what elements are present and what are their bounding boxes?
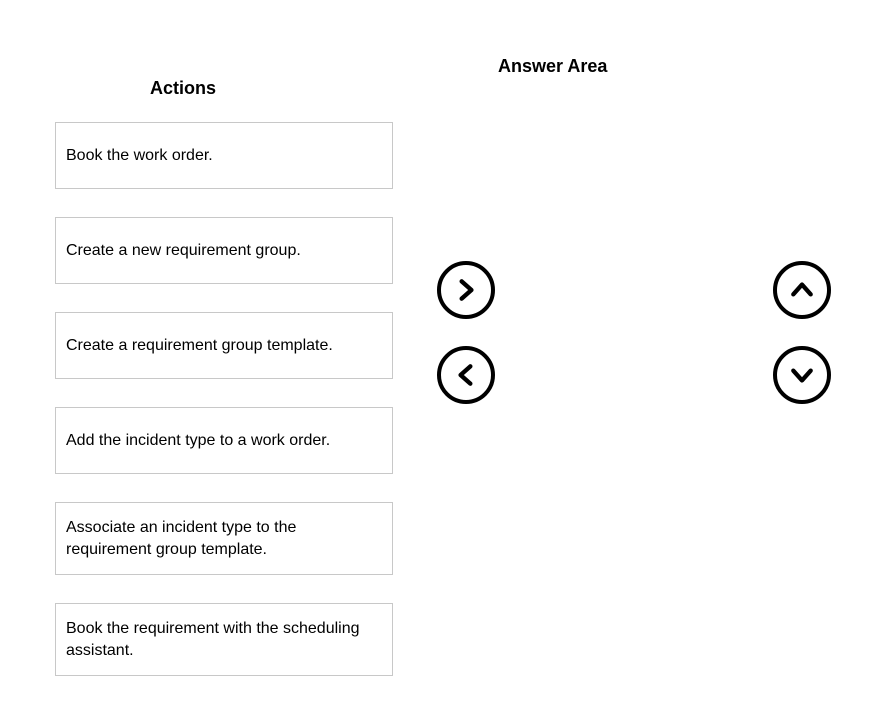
move-down-button[interactable] — [773, 346, 831, 404]
actions-heading: Actions — [150, 78, 216, 99]
action-item-label: Associate an incident type to the requir… — [66, 517, 382, 560]
chevron-right-icon — [453, 277, 479, 303]
action-item-label: Book the requirement with the scheduling… — [66, 618, 382, 661]
action-item-label: Create a new requirement group. — [66, 240, 301, 262]
action-item-label: Add the incident type to a work order. — [66, 430, 330, 452]
drag-drop-question: Actions Answer Area Book the work order.… — [0, 0, 873, 715]
answer-area-heading: Answer Area — [498, 56, 607, 77]
action-item[interactable]: Create a requirement group template. — [55, 312, 393, 379]
action-item[interactable]: Book the requirement with the scheduling… — [55, 603, 393, 676]
chevron-down-icon — [789, 362, 815, 388]
action-item[interactable]: Associate an incident type to the requir… — [55, 502, 393, 575]
chevron-left-icon — [453, 362, 479, 388]
move-right-button[interactable] — [437, 261, 495, 319]
action-item[interactable]: Book the work order. — [55, 122, 393, 189]
action-item[interactable]: Create a new requirement group. — [55, 217, 393, 284]
move-left-button[interactable] — [437, 346, 495, 404]
actions-list: Book the work order. Create a new requir… — [55, 122, 393, 704]
action-item[interactable]: Add the incident type to a work order. — [55, 407, 393, 474]
move-up-button[interactable] — [773, 261, 831, 319]
action-item-label: Book the work order. — [66, 145, 213, 167]
chevron-up-icon — [789, 277, 815, 303]
action-item-label: Create a requirement group template. — [66, 335, 333, 357]
